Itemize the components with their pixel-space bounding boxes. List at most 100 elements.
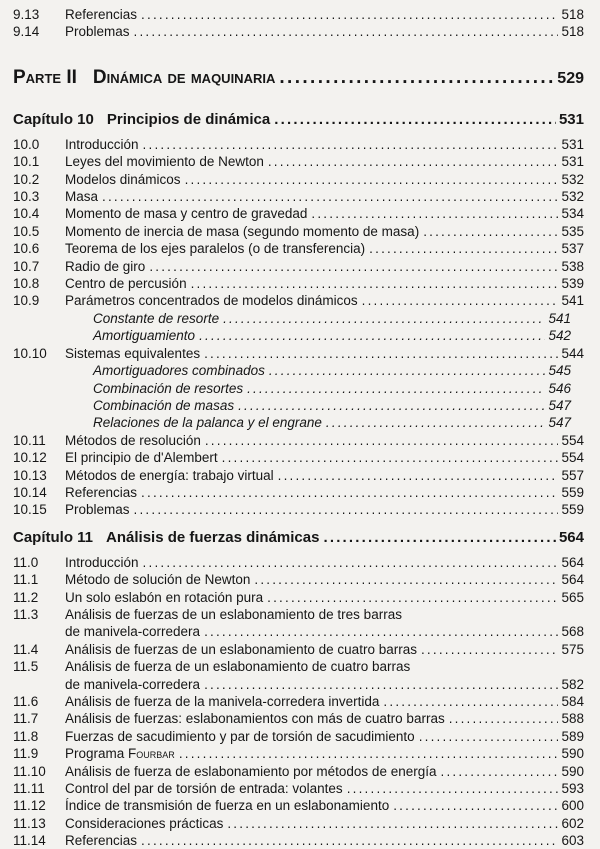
entry-page-number: 537: [561, 241, 584, 257]
entry-page-number: 582: [561, 676, 584, 692]
entry-title: Introducción: [65, 136, 139, 152]
dot-leader: [441, 763, 559, 780]
dot-leader: [274, 110, 556, 130]
entry-title: de manivela-corredera: [65, 676, 201, 692]
chapter-title: Análisis de fuerzas dinámicas: [106, 528, 320, 546]
chapter-10-block: Capítulo 10 Principios de dinámica 531 1…: [13, 110, 584, 519]
dot-leader: [204, 345, 558, 362]
entry-number: 11.1: [13, 572, 39, 588]
entry-page-number: 603: [561, 833, 584, 849]
dot-leader: [143, 554, 559, 571]
toc-entry: 10.13 Métodos de energía: trabajo virtual…: [13, 467, 584, 484]
dot-leader: [268, 153, 559, 170]
toc-subentry: Combinación de resortes 546: [13, 380, 584, 397]
dot-leader: [383, 693, 558, 710]
toc-entry: de manivela-corredera 582: [13, 676, 584, 693]
chapter-label: Capítulo 10: [13, 110, 94, 128]
entry-title: Análisis de fuerzas de un eslabonamiento…: [65, 606, 402, 622]
toc-entry: 11.2 Un solo eslabón en rotación pura 565: [13, 589, 584, 606]
dot-leader: [362, 292, 559, 309]
dot-leader: [254, 571, 558, 588]
part-title: Dinámica de maquinaria: [92, 66, 276, 88]
toc-entry: 11.7 Análisis de fuerzas: eslabonamientos…: [13, 710, 584, 727]
toc-entry: 10.10 Sistemas equivalentes 544: [13, 345, 584, 362]
entry-number: 10.15: [13, 502, 47, 518]
entry-page-number: 590: [561, 763, 584, 779]
dot-leader: [143, 136, 559, 153]
toc-entry: 11.9 Programa Fourbar 590: [13, 745, 584, 762]
entry-number: 10.9: [13, 293, 40, 309]
entry-title: de manivela-corredera: [65, 624, 201, 640]
entry-number: 10.14: [13, 484, 47, 500]
entry-number: 10.1: [13, 154, 40, 170]
entry-number: 10.11: [13, 432, 46, 448]
dot-leader: [323, 528, 556, 548]
entry-title: Análisis de fuerza de un eslabonamiento …: [65, 659, 411, 675]
chapter-11-block: Capítulo 11 Análisis de fuerzas dinámica…: [13, 528, 584, 849]
toc-entry: 11.6 Análisis de fuerza de la manivela-co…: [13, 693, 584, 710]
dot-leader: [199, 327, 545, 344]
entry-page-number: 557: [561, 467, 584, 483]
entry-title: Sistemas equivalentes: [65, 345, 201, 361]
toc-entry: 10.11 Métodos de resolución 554: [13, 432, 584, 449]
entry-title: Combinación de masas: [93, 397, 235, 413]
entry-number: 11.2: [13, 589, 39, 605]
entry-number: 11.12: [13, 798, 46, 814]
entry-number: 11.8: [13, 728, 39, 744]
entry-title: Método de solución de Newton: [65, 572, 251, 588]
dot-leader: [134, 501, 559, 518]
chapter-11-entries: 11.0 Introducción 564 11.1 Método de solució…: [13, 554, 584, 849]
toc-entry: 10.4 Momento de masa y centro de gravedad…: [13, 205, 584, 222]
entry-page-number: 539: [561, 276, 584, 292]
entry-page-number: 554: [561, 432, 584, 448]
dot-leader: [149, 258, 558, 275]
entry-title: Análisis de fuerzas: eslabonamientos con…: [65, 711, 445, 727]
entry-title: Momento de masa y centro de gravedad: [65, 206, 308, 222]
part-page-number: 529: [557, 69, 584, 87]
entry-page-number: 532: [561, 189, 584, 205]
toc-entry: 11.8 Fuerzas de sacudimiento y par de tor…: [13, 728, 584, 745]
dot-leader: [393, 797, 558, 814]
chapter-page-number: 531: [558, 110, 584, 128]
entry-page-number: 541: [548, 310, 571, 326]
dot-leader: [238, 397, 545, 414]
toc-entry: 10.0 Introducción 531: [13, 136, 584, 153]
dot-leader: [421, 641, 559, 658]
section9-tail-entries: 9.13 Referencias 518 9.14 Problemas 518: [13, 6, 584, 41]
dot-leader: [185, 171, 559, 188]
part-label: Parte II: [13, 66, 77, 88]
dot-leader: [204, 676, 558, 693]
entry-page-number: 541: [561, 293, 584, 309]
dot-leader: [326, 414, 546, 431]
entry-page-number: 518: [561, 7, 584, 22]
entry-title: Modelos dinámicos: [65, 171, 181, 187]
entry-page-number: 589: [561, 728, 584, 744]
chapter-label: Capítulo 11: [13, 528, 94, 546]
entry-title: Relaciones de la palanca y el engrane: [93, 415, 322, 431]
entry-page-number: 544: [561, 345, 584, 361]
dot-leader: [141, 6, 558, 23]
entry-number: 10.2: [13, 171, 40, 187]
dot-leader: [191, 275, 559, 292]
dot-leader: [227, 815, 558, 832]
entry-page-number: 531: [561, 136, 584, 152]
entry-title: Teorema de los ejes paralelos (o de tran…: [65, 241, 366, 257]
dot-leader: [247, 380, 545, 397]
toc-entry: 10.5 Momento de inercia de masa (segundo …: [13, 223, 584, 240]
entry-title: Análisis de fuerzas de un eslabonamiento…: [65, 641, 417, 657]
entry-number: 9.13: [13, 7, 40, 22]
toc-entry: 11.4 Análisis de fuerzas de un eslabonami…: [13, 641, 584, 658]
toc-entry: 10.3 Masa 532: [13, 188, 584, 205]
entry-title: Análisis de fuerza de la manivela-corred…: [65, 694, 380, 709]
entry-number: 10.5: [13, 223, 40, 239]
entry-page-number: 568: [561, 624, 584, 640]
entry-title: Métodos de energía: trabajo virtual: [65, 467, 274, 483]
entry-number: 10.10: [13, 345, 47, 361]
entry-title: Introducción: [65, 554, 139, 570]
dot-leader: [347, 780, 559, 797]
entry-title: Referencias: [65, 833, 138, 849]
entry-page-number: 600: [561, 798, 584, 814]
entry-page-number: 546: [548, 380, 571, 396]
entry-page-number: 538: [561, 258, 584, 274]
